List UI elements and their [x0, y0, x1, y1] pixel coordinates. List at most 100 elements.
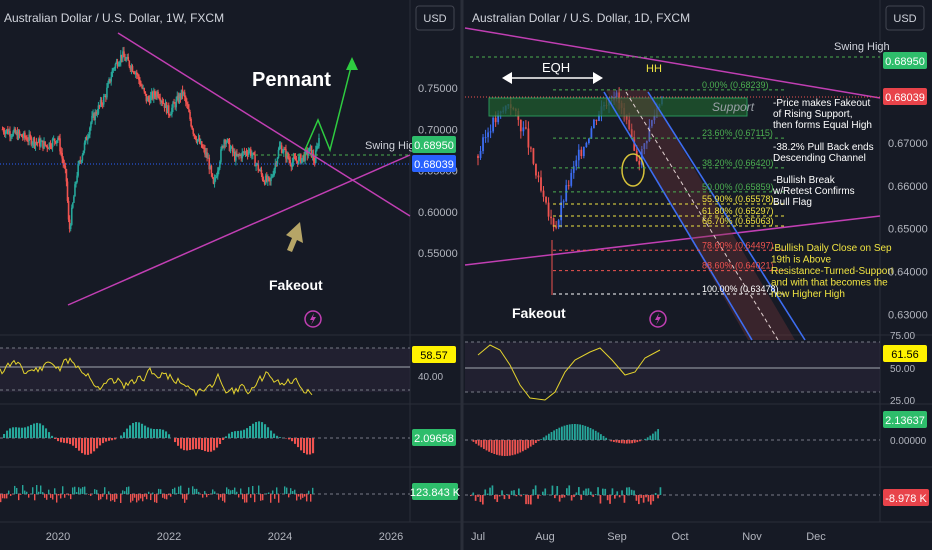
left-vol-bar: [68, 494, 70, 496]
left-macd-bar: [81, 438, 84, 454]
left-candle: [89, 127, 91, 135]
left-macd-bar: [30, 424, 33, 438]
left-macd-bar: [72, 438, 75, 446]
left-vol-bar: [36, 485, 38, 494]
left-candle: [57, 138, 59, 141]
left-candle: [78, 160, 81, 164]
right-vol-bar: [573, 495, 575, 498]
left-candle: [53, 138, 56, 142]
indicators: [0, 341, 880, 505]
left-candle: [221, 145, 223, 150]
right-vol-bar: [568, 485, 571, 495]
right-macd-bar: [535, 440, 537, 443]
right-candle: [527, 128, 530, 148]
right-candle: [550, 216, 552, 219]
left-macd-bar: [126, 428, 129, 438]
indicator-axis-label: 0.00000: [890, 436, 927, 447]
left-candle: [109, 78, 111, 82]
left-macd-bar: [309, 438, 312, 455]
left-candle: [206, 152, 208, 158]
left-candle: [256, 163, 258, 165]
left-candle: [186, 102, 188, 105]
left-candle: [69, 224, 72, 229]
left-currency-button[interactable]: [415, 5, 455, 31]
right-macd-bar: [548, 433, 550, 440]
left-macd-bar: [189, 438, 192, 451]
right-vol-bar: [563, 495, 566, 498]
left-candle: [193, 133, 196, 136]
right-candle: [570, 172, 573, 186]
left-candle: [240, 154, 242, 159]
right-macd-bar: [620, 440, 623, 444]
left-candle: [45, 145, 47, 147]
left-candle: [31, 143, 34, 145]
left-candle: [226, 139, 229, 143]
right-candle: [560, 202, 563, 221]
left-macd-bar: [300, 438, 303, 451]
right-macd-bar: [558, 427, 561, 440]
right-vol-bar: [561, 495, 563, 498]
right-candle: [598, 114, 600, 121]
right-macd-bar: [498, 440, 501, 456]
left-macd-bar: [225, 436, 228, 438]
left-candle: [173, 102, 175, 104]
left-vol-bar: [76, 492, 78, 494]
eqh-arrow-left-head: [502, 72, 512, 84]
price-badge-text: 0.68039: [414, 159, 454, 171]
left-candle: [54, 141, 57, 144]
left-vol-bar: [284, 486, 286, 494]
indicator-axis-label: 75.00: [890, 331, 915, 342]
left-vol-bar: [244, 494, 246, 503]
left-candle: [129, 66, 132, 70]
left-macd-bar: [90, 438, 93, 454]
price-badge-text: 58.57: [420, 350, 448, 362]
right-currency-button[interactable]: [885, 5, 925, 31]
indicator-axis-label: 50.00: [890, 364, 915, 375]
left-vol-bar: [38, 491, 40, 494]
right-x-tick: Dec: [806, 531, 826, 543]
left-candle: [15, 131, 18, 134]
pennant-lower-line: [67, 154, 411, 306]
left-vol-bar: [240, 488, 242, 494]
right-macd-bar: [493, 440, 496, 454]
right-vol-bar: [554, 495, 556, 499]
left-title: Australian Dollar / U.S. Dollar, 1W, FXC…: [4, 11, 224, 25]
price-badge: [883, 88, 927, 105]
left-vol-bar: [254, 494, 256, 503]
left-candle: [294, 157, 297, 161]
left-vol-bar: [222, 494, 224, 501]
left-macd-bar: [180, 438, 183, 449]
left-candle: [273, 168, 276, 176]
left-vol-bar: [138, 494, 140, 501]
left-candle: [263, 181, 266, 185]
left-candle: [41, 140, 43, 142]
right-vol-bar: [650, 495, 652, 505]
left-candle: [159, 98, 162, 102]
right-candle: [552, 218, 555, 227]
price-badge-text: 2.13637: [885, 415, 925, 427]
left-vol-bar: [2, 494, 4, 499]
left-candle: [132, 71, 135, 73]
left-vol-bar: [52, 494, 54, 500]
left-candle: [243, 151, 246, 153]
right-vol-bar: [642, 495, 645, 503]
right-macd-bar: [516, 440, 519, 454]
left-candle: [197, 138, 200, 140]
left-candle: [216, 171, 219, 177]
left-vol-bar: [218, 494, 220, 500]
left-vol-bar: [260, 494, 262, 501]
price-badge-text: 2.09658: [414, 433, 454, 445]
left-vol-bar: [220, 494, 222, 498]
right-vol-bar: [604, 488, 607, 495]
left-candle: [234, 152, 236, 161]
left-candle: [94, 111, 97, 121]
right-vol-bar: [606, 495, 609, 501]
left-vol-bar: [146, 494, 148, 500]
left-candle: [64, 165, 67, 170]
right-candle: [492, 117, 495, 132]
left-macd-bar: [270, 430, 273, 438]
left-vol-bar: [50, 494, 52, 498]
left-candle: [247, 151, 250, 155]
left-candle: [150, 92, 153, 96]
left-candle: [227, 139, 230, 141]
